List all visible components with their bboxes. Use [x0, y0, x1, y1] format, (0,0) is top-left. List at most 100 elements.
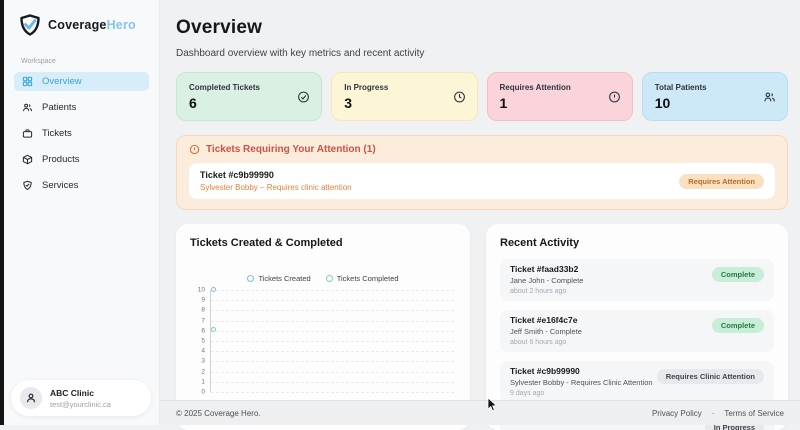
legend-dot-created [247, 275, 255, 282]
workspace-label: Workspace [21, 58, 56, 65]
status-badge: Requires Clinic Attention [656, 369, 764, 384]
sidebar-item-overview[interactable]: Overview [14, 72, 149, 91]
ticket-detail: Jeff Smith - Complete [510, 327, 582, 336]
legend-label: Tickets Completed [336, 274, 399, 283]
gridline [211, 310, 454, 312]
sidebar-item-patients[interactable]: Patients [14, 98, 149, 117]
metric-label: In Progress [344, 83, 389, 92]
clock-icon [453, 90, 466, 103]
ticket-detail: Jane John - Complete [510, 276, 584, 285]
metric-label: Requires Attention [499, 83, 571, 92]
status-badge: Complete [711, 267, 764, 282]
gridline [211, 371, 454, 373]
clinic-name: ABC Clinic [50, 387, 94, 398]
ticket-id: Ticket #e16f4c7e [510, 315, 578, 325]
attention-ticket-row[interactable]: Ticket #c9b99990 Sylvester Bobby – Requi… [189, 163, 775, 199]
y-tick-label: 5 [201, 337, 205, 345]
attention-banner: Tickets Requiring Your Attention (1) Tic… [176, 135, 788, 210]
shield-check-logo-icon [20, 14, 40, 36]
mouse-cursor [487, 397, 498, 412]
alert-circle-icon [608, 90, 621, 103]
gridline [211, 330, 454, 332]
ticket-time: about 2 hours ago [510, 288, 567, 295]
y-tick-label: 7 [201, 317, 205, 325]
ticket-time: about 6 hours ago [510, 339, 567, 346]
copyright-text: © 2025 Coverage Hero. [176, 408, 261, 418]
legend-dot-completed [325, 275, 333, 282]
sidebar-item-label: Overview [42, 76, 82, 87]
footer: © 2025 Coverage Hero. Privacy Policy · T… [160, 400, 800, 425]
y-tick-label: 10 [197, 286, 205, 294]
y-tick-label: 4 [201, 347, 205, 355]
activity-row[interactable]: Ticket #c9b99990 Sylvester Bobby - Requi… [500, 361, 774, 403]
chart-yaxis: 0 1 2 3 4 5 6 7 8 9 10 [190, 286, 210, 396]
sidebar: CoverageHero Workspace Overview Patients… [4, 0, 160, 425]
clinic-email: test@yourclinic.ca [50, 399, 111, 409]
sidebar-item-tickets[interactable]: Tickets [14, 124, 149, 143]
sidebar-item-label: Patients [42, 102, 77, 113]
attention-banner-title: Tickets Requiring Your Attention (1) [206, 144, 376, 155]
page-subtitle: Dashboard overview with key metrics and … [176, 48, 425, 59]
footer-links: Privacy Policy · Terms of Service [652, 409, 784, 418]
shield-icon [23, 180, 32, 191]
grid-icon [22, 76, 33, 87]
activity-row[interactable]: Ticket #e16f4c7e Jeff Smith - Complete a… [500, 310, 774, 352]
metric-in-progress: In Progress 3 [331, 72, 478, 121]
metric-completed-tickets: Completed Tickets 6 [176, 72, 323, 121]
legend-label: Tickets Created [258, 274, 311, 283]
chart-plot [210, 286, 456, 393]
metric-value: 6 [189, 95, 197, 111]
y-tick-label: 9 [201, 296, 205, 304]
y-tick-label: 2 [201, 368, 205, 376]
metric-value: 1 [499, 95, 508, 111]
metric-value: 3 [344, 95, 353, 111]
sidebar-item-label: Products [42, 154, 80, 165]
main-content: Overview Dashboard overview with key met… [160, 0, 800, 430]
brand-name: CoverageHero [48, 18, 136, 32]
brand-logo[interactable]: CoverageHero [4, 0, 159, 37]
status-badge: Requires Attention [679, 173, 764, 189]
activity-row[interactable]: Ticket #faad33b2 Jane John - Complete ab… [500, 259, 774, 301]
ticket-id: Ticket #c9b99990 [510, 366, 580, 376]
privacy-policy-link[interactable]: Privacy Policy [651, 408, 702, 418]
window-edge [0, 0, 4, 425]
terms-of-service-link[interactable]: Terms of Service [724, 408, 784, 418]
briefcase-icon [22, 129, 33, 138]
attention-banner-header: Tickets Requiring Your Attention (1) [189, 144, 775, 155]
legend-tickets-created[interactable]: Tickets Created [247, 274, 311, 283]
status-badge: Complete [711, 318, 764, 333]
sidebar-item-label: Services [42, 180, 79, 191]
metric-label: Total Patients [654, 83, 707, 92]
gridline [211, 361, 454, 363]
chart-point [211, 327, 216, 333]
footer-links-separator: · [711, 408, 715, 418]
page-title: Overview [176, 17, 263, 38]
chart-legend: Tickets Created Tickets Completed [190, 274, 456, 283]
metric-label: Completed Tickets [189, 83, 260, 92]
gridline [211, 351, 454, 353]
check-circle-icon [297, 90, 310, 103]
y-tick-label: 1 [201, 378, 205, 386]
ticket-description: Sylvester Bobby – Requires clinic attent… [200, 183, 352, 192]
y-tick-label: 0 [201, 388, 205, 396]
sidebar-item-services[interactable]: Services [14, 176, 149, 195]
metric-total-patients: Total Patients 10 [641, 72, 788, 121]
gridline [211, 290, 454, 291]
y-tick-label: 8 [201, 306, 205, 314]
users-icon [23, 103, 33, 112]
user-card[interactable]: ABC Clinic test@yourclinic.ca [11, 380, 151, 416]
sidebar-nav: Overview Patients Tickets Products Servi… [4, 72, 159, 195]
sidebar-item-products[interactable]: Products [14, 150, 149, 169]
gridline [211, 300, 454, 302]
chart-point [211, 286, 216, 292]
activity-title: Recent Activity [500, 237, 580, 249]
alert-circle-icon [189, 144, 200, 155]
legend-tickets-completed[interactable]: Tickets Completed [325, 274, 399, 283]
gridline [211, 341, 454, 342]
ticket-detail: Sylvester Bobby - Requires Clinic Attent… [510, 378, 653, 387]
chart-panel: Tickets Created & Completed Tickets Crea… [176, 224, 470, 430]
ticket-time: 9 days ago [510, 390, 545, 397]
person-icon [26, 393, 36, 403]
metric-value: 10 [654, 95, 671, 111]
y-tick-label: 6 [201, 327, 205, 335]
